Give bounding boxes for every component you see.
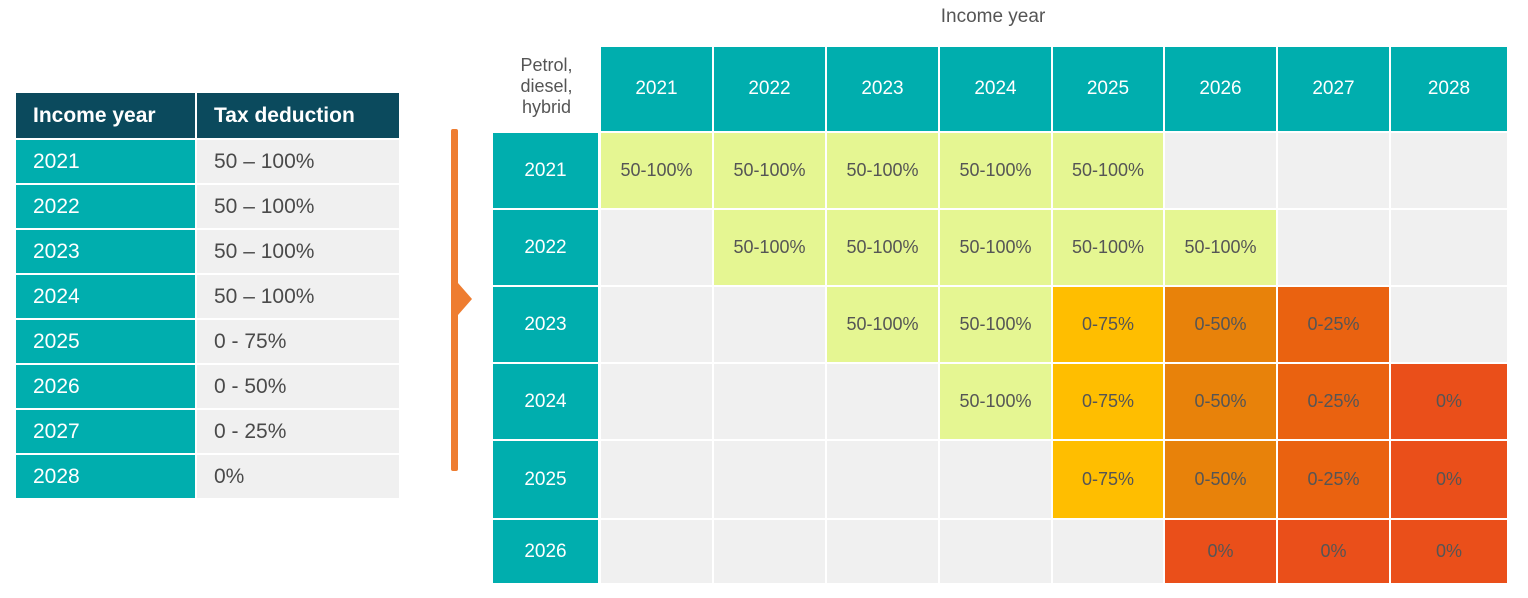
row-year: 2024 xyxy=(16,273,197,318)
grid-cell: 50-100% xyxy=(1165,210,1278,287)
grid-title: Income year xyxy=(940,6,1046,27)
arrow-bar xyxy=(451,129,458,471)
grid-cell: 0-25% xyxy=(1278,441,1391,520)
row-deduction: 50 – 100% xyxy=(197,228,399,273)
empty-cell xyxy=(714,287,827,364)
grid-cell: 50-100% xyxy=(940,287,1053,364)
grid-cell: 50-100% xyxy=(940,210,1053,287)
grid-cell: 0% xyxy=(1391,364,1509,441)
row-year: 2026 xyxy=(16,363,197,408)
column-header: 2023 xyxy=(827,47,940,133)
grid-cell: 0-75% xyxy=(1053,364,1165,441)
grid-cell: 0% xyxy=(1391,441,1509,520)
row-year: 2022 xyxy=(16,183,197,228)
empty-cell xyxy=(601,287,714,364)
table-row: 2028 0% xyxy=(16,453,399,498)
empty-cell xyxy=(601,441,714,520)
grid-cell: 50-100% xyxy=(827,210,940,287)
empty-cell xyxy=(1391,210,1509,287)
grid-cell: 0-75% xyxy=(1053,287,1165,364)
row-year: 2021 xyxy=(16,138,197,183)
corner-label-line: diesel, xyxy=(520,76,573,96)
column-header: 2021 xyxy=(601,47,714,133)
empty-cell xyxy=(827,441,940,520)
grid-cell: 0% xyxy=(1165,520,1278,585)
row-year: 2023 xyxy=(16,228,197,273)
empty-cell xyxy=(1391,287,1509,364)
grid-cell: 50-100% xyxy=(714,210,827,287)
empty-cell xyxy=(940,441,1053,520)
row-year: 2027 xyxy=(16,408,197,453)
row-header: 2022 xyxy=(493,210,600,287)
column-header: 2024 xyxy=(940,47,1053,133)
grid-cell: 0-50% xyxy=(1165,441,1278,520)
grid-cell: 50-100% xyxy=(601,133,714,210)
row-header: 2025 xyxy=(493,441,600,520)
table-row: 2025 0 - 75% xyxy=(16,318,399,363)
grid-cell: 50-100% xyxy=(940,364,1053,441)
row-header: 2021 xyxy=(493,133,600,210)
grid-cell: 50-100% xyxy=(827,287,940,364)
grid-cell: 50-100% xyxy=(1053,210,1165,287)
empty-cell xyxy=(601,520,714,585)
empty-cell xyxy=(1053,520,1165,585)
column-header: 2027 xyxy=(1278,47,1391,133)
table-row: 2021 50 – 100% xyxy=(16,138,399,183)
row-header: 2024 xyxy=(493,364,600,441)
row-deduction: 0% xyxy=(197,453,399,498)
row-year: 2025 xyxy=(16,318,197,363)
empty-cell xyxy=(1165,133,1278,210)
empty-cell xyxy=(601,210,714,287)
column-header: 2026 xyxy=(1165,47,1278,133)
grid-cell: 0% xyxy=(1391,520,1509,585)
grid-cell: 0-75% xyxy=(1053,441,1165,520)
column-header: 2028 xyxy=(1391,47,1509,133)
row-deduction: 50 – 100% xyxy=(197,138,399,183)
table-row: 2023 50 – 100% xyxy=(16,228,399,273)
table-row: 2022 50 – 100% xyxy=(16,183,399,228)
income-year-header: Income year xyxy=(16,93,197,138)
tax-deduction-header: Tax deduction xyxy=(197,93,399,138)
empty-cell xyxy=(827,364,940,441)
grid-cell: 50-100% xyxy=(827,133,940,210)
row-header: 2026 xyxy=(493,520,600,585)
empty-cell xyxy=(714,520,827,585)
table-row: 2027 0 - 25% xyxy=(16,408,399,453)
grid-cell: 0% xyxy=(1278,520,1391,585)
column-header: 2025 xyxy=(1053,47,1165,133)
column-header: 2022 xyxy=(714,47,827,133)
empty-cell xyxy=(1278,133,1391,210)
grid-cell: 0-25% xyxy=(1278,287,1391,364)
grid-cell: 0-50% xyxy=(1165,364,1278,441)
row-year: 2028 xyxy=(16,453,197,498)
grid-cell: 0-50% xyxy=(1165,287,1278,364)
empty-cell xyxy=(940,520,1053,585)
row-deduction: 50 – 100% xyxy=(197,183,399,228)
table-row: 2024 50 – 100% xyxy=(16,273,399,318)
grid-corner-label: Petrol, diesel, hybrid xyxy=(493,55,600,133)
grid-cell: 50-100% xyxy=(940,133,1053,210)
row-deduction: 0 - 50% xyxy=(197,363,399,408)
empty-cell xyxy=(714,441,827,520)
empty-cell xyxy=(827,520,940,585)
grid-cell: 50-100% xyxy=(1053,133,1165,210)
empty-cell xyxy=(1391,133,1509,210)
arrow-right-icon xyxy=(458,283,472,315)
grid-cell: 0-25% xyxy=(1278,364,1391,441)
row-deduction: 50 – 100% xyxy=(197,273,399,318)
row-deduction: 0 - 75% xyxy=(197,318,399,363)
empty-cell xyxy=(601,364,714,441)
corner-label-line: Petrol, xyxy=(520,55,573,75)
empty-cell xyxy=(714,364,827,441)
tax-deduction-table: Income year Tax deduction 2021 50 – 100%… xyxy=(16,93,399,498)
empty-cell xyxy=(1278,210,1391,287)
table-header-row: Income year Tax deduction xyxy=(16,93,399,138)
grid-cell: 50-100% xyxy=(714,133,827,210)
row-header: 2023 xyxy=(493,287,600,364)
row-deduction: 0 - 25% xyxy=(197,408,399,453)
corner-label-line: hybrid xyxy=(521,97,572,117)
table-row: 2026 0 - 50% xyxy=(16,363,399,408)
